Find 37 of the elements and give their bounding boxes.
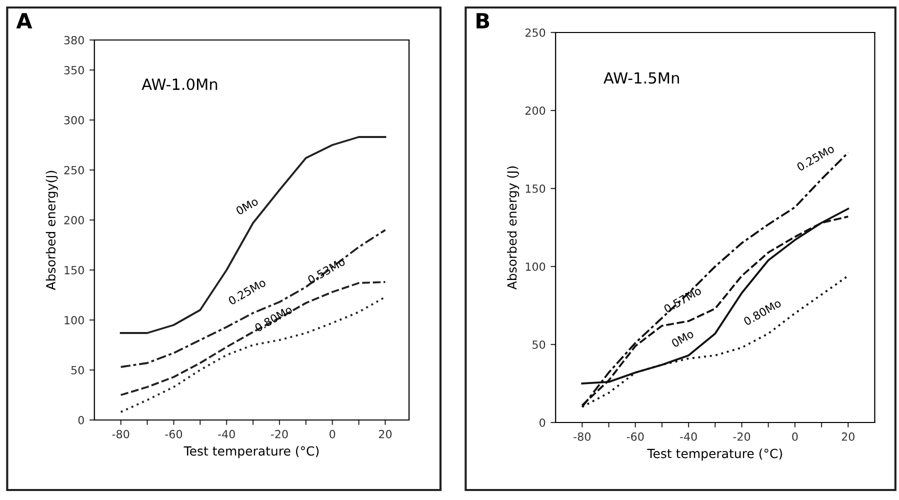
y-tick-label: 150 [64, 266, 84, 274]
y-tick-label: 200 [64, 216, 84, 224]
annotation: 0Mo [670, 329, 694, 348]
annotation: AW-1.5Mn [604, 72, 679, 84]
y-tick-label: 250 [64, 166, 84, 174]
x-tick-label: 20 [842, 432, 854, 441]
y-tick-label: 0 [78, 416, 84, 424]
x-tick-label: -60 [626, 432, 644, 441]
y-tick-label: 50 [71, 366, 84, 374]
text: A [16, 13, 32, 28]
x-tick-label: -80 [574, 432, 591, 441]
x-tick-label: -20 [270, 430, 288, 438]
annotation: AW-1.0Mn [142, 78, 218, 90]
x-tick-label: 0 [330, 430, 336, 438]
y-axis-title: Absorbed energy (J) [507, 166, 520, 290]
x-tick-label: -60 [165, 430, 182, 438]
x-tick-label: -40 [218, 430, 235, 438]
x-tick-label: 0 [792, 432, 798, 441]
text: B [476, 13, 490, 28]
y-tick-label: 100 [526, 262, 546, 271]
x-axis-title: Test temperature (°C) [184, 446, 319, 458]
y-tick-label: 380 [64, 36, 84, 44]
y-tick-label: 250 [525, 28, 546, 37]
y-axis-title: Absorbed energy(J) [46, 170, 58, 290]
x-tick-label: -40 [680, 432, 697, 441]
x-tick-label: -20 [733, 432, 750, 441]
y-tick-label: 100 [64, 316, 84, 324]
y-tick-label: 200 [525, 106, 546, 115]
y-tick-label: 0 [540, 418, 546, 427]
x-tick-label: 20 [378, 430, 392, 438]
y-tick-label: 50 [532, 340, 546, 349]
x-tick-label: -80 [112, 430, 130, 438]
y-tick-label: 350 [64, 66, 84, 74]
annotation: 0Mo [235, 196, 259, 216]
x-axis-title: Test temperature (°C) [647, 448, 782, 461]
y-tick-label: 300 [64, 116, 84, 124]
y-tick-label: 150 [526, 184, 546, 193]
